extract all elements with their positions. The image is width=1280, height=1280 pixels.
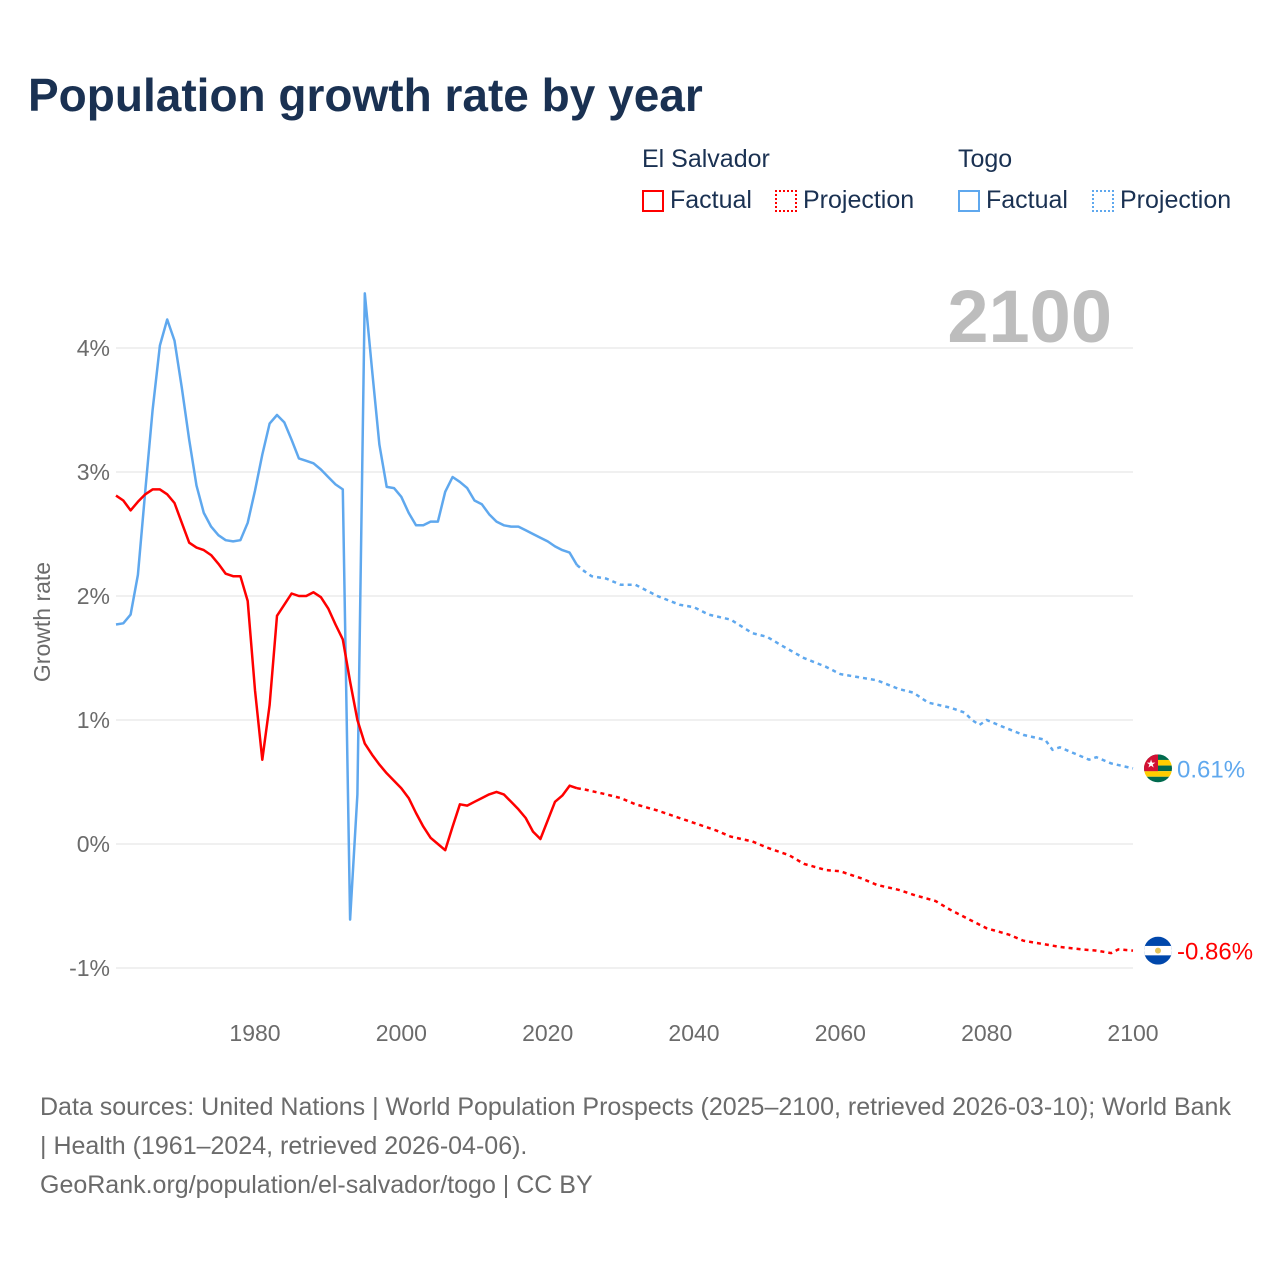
- legend-togo-factual[interactable]: Factual: [958, 186, 1068, 215]
- legend-label: Projection: [803, 186, 915, 214]
- line-chart: -1% 0% 1% 2% 3% 4% 1980 2000 2020 2040 2060 2080 210…: [29, 275, 1253, 1046]
- legend-label: Factual: [986, 186, 1068, 214]
- legend-swatch-solid: [958, 189, 980, 212]
- legend-label: Projection: [1120, 186, 1232, 214]
- flag-emblem: [1155, 947, 1161, 954]
- flag-stripe: [1144, 776, 1172, 783]
- legend-label: Factual: [670, 186, 752, 214]
- legend-swatch-solid: [642, 189, 664, 212]
- x-tick-label: 2020: [522, 1020, 573, 1046]
- togo-end-label: 0.61%: [1177, 756, 1245, 783]
- flag-stripe: [1144, 771, 1172, 777]
- chart-title: Population growth rate by year: [28, 69, 703, 121]
- legend-togo-projection[interactable]: Projection: [1092, 186, 1231, 215]
- legend-swatch-dotted: [1092, 189, 1114, 212]
- x-tick-label: 2100: [1107, 1020, 1158, 1046]
- flag-body: [1144, 936, 1172, 965]
- year-label: 2100: [947, 275, 1112, 358]
- legend-group-el-salvador: El Salvador: [642, 145, 770, 173]
- data-sources: Data sources: United Nations | World Pop…: [40, 1093, 1231, 1160]
- legend-group-togo: Togo: [958, 145, 1013, 173]
- y-tick-label: 1%: [77, 707, 110, 733]
- el-salvador-end-label: -0.86%: [1177, 939, 1253, 966]
- x-tick-label: 2040: [668, 1020, 719, 1046]
- flag-star: ★: [1146, 758, 1156, 770]
- x-tick-label: 2080: [961, 1020, 1012, 1046]
- x-tick-label: 2000: [376, 1020, 427, 1046]
- y-tick-label: -1%: [69, 955, 110, 981]
- legend-el-salvador-factual[interactable]: Factual: [642, 186, 752, 215]
- togo-flag-icon: ★: [1144, 754, 1172, 783]
- y-axis-label: Growth rate: [29, 562, 55, 682]
- x-tick-label: 2060: [815, 1020, 866, 1046]
- togo-factual-line: [115, 292, 578, 921]
- y-tick-label: 4%: [77, 335, 110, 361]
- credit-link[interactable]: GeoRank.org/population/el-salvador/togo …: [40, 1171, 593, 1199]
- togo-projection-line: [576, 564, 1134, 770]
- el-salvador-projection-line: [576, 786, 1134, 955]
- el-salvador-factual-line: [115, 488, 578, 852]
- legend-swatch-dotted: [775, 189, 797, 212]
- el-salvador-flag-icon: [1144, 936, 1172, 965]
- legend-el-salvador-projection[interactable]: Projection: [775, 186, 914, 215]
- flag-body: ★: [1144, 754, 1172, 783]
- x-tick-label: 1980: [229, 1020, 280, 1046]
- y-tick-label: 2%: [77, 583, 110, 609]
- footer: Data sources: United Nations | World Pop…: [40, 1088, 1240, 1205]
- y-tick-label: 0%: [77, 831, 110, 857]
- y-tick-label: 3%: [77, 459, 110, 485]
